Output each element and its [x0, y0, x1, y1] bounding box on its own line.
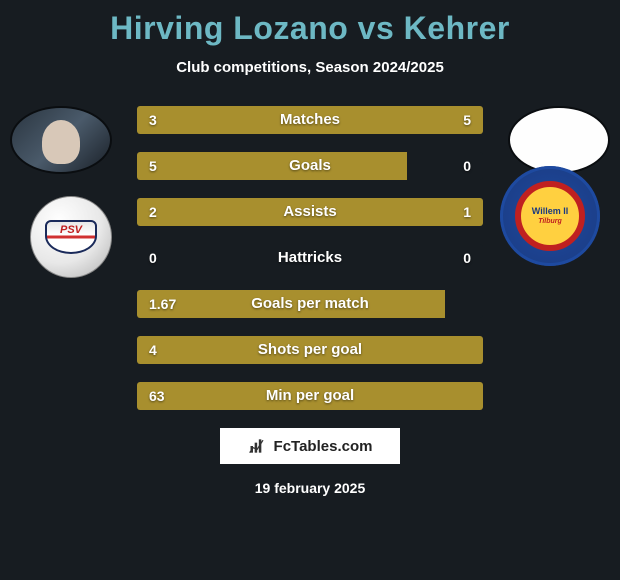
- footer-date: 19 february 2025: [0, 480, 620, 496]
- willem-shield-icon: Willem II Tilburg: [515, 181, 585, 251]
- page-title: Hirving Lozano vs Kehrer: [0, 0, 620, 47]
- comparison-panel: PSV Willem II Tilburg 35Matches 50Goals 21…: [0, 106, 620, 496]
- stat-label: Min per goal: [137, 382, 483, 410]
- footer-brand-badge[interactable]: FcTables.com: [220, 428, 400, 464]
- stat-label: Hattricks: [137, 244, 483, 272]
- stat-row: 35Matches: [137, 106, 483, 134]
- stat-label: Matches: [137, 106, 483, 134]
- chart-icon: [248, 436, 268, 456]
- stat-row: 4Shots per goal: [137, 336, 483, 364]
- stat-label: Goals per match: [137, 290, 483, 318]
- club-right-badge: Willem II Tilburg: [500, 166, 600, 266]
- stat-label: Goals: [137, 152, 483, 180]
- club-right-name: Willem II: [532, 207, 568, 216]
- psv-shield-icon: PSV: [45, 220, 97, 254]
- player-left-avatar: [10, 106, 112, 174]
- stat-row: 50Goals: [137, 152, 483, 180]
- stat-row: 21Assists: [137, 198, 483, 226]
- stat-row: 00Hattricks: [137, 244, 483, 272]
- stat-label: Assists: [137, 198, 483, 226]
- footer-brand-text: FcTables.com: [274, 438, 373, 455]
- stat-row: 1.67Goals per match: [137, 290, 483, 318]
- player-right-avatar: [508, 106, 610, 174]
- stat-bars-container: 35Matches 50Goals 21Assists 00Hattricks 1.67…: [137, 106, 483, 410]
- club-left-badge: PSV: [30, 196, 112, 278]
- stat-label: Shots per goal: [137, 336, 483, 364]
- page-subtitle: Club competitions, Season 2024/2025: [0, 59, 620, 76]
- stat-row: 63Min per goal: [137, 382, 483, 410]
- club-right-city: Tilburg: [538, 218, 562, 225]
